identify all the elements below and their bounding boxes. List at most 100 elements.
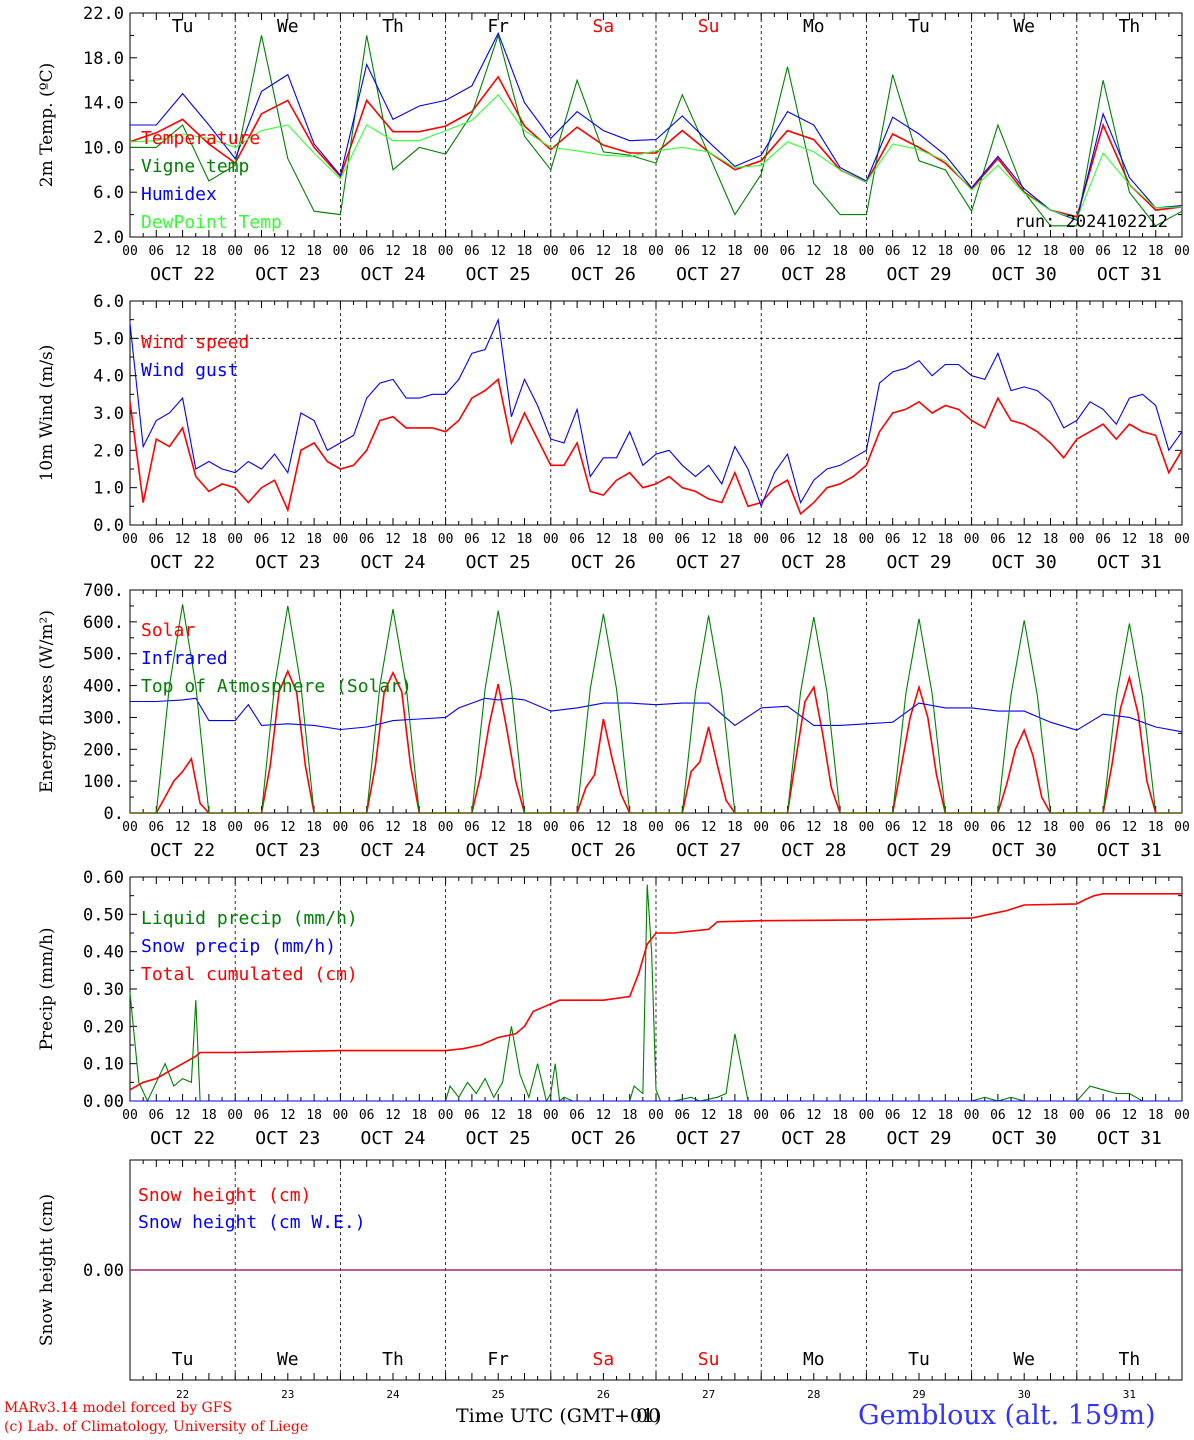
y-tick-label: 200. <box>83 740 124 760</box>
hour-label: 12 <box>1122 532 1138 547</box>
hour-label: 00 <box>227 532 243 547</box>
y-axis-label: Snow height (cm) <box>37 1194 57 1346</box>
day-number-bottom: 22 <box>176 1388 189 1401</box>
day-name-top: Tu <box>908 16 930 37</box>
hour-label: 18 <box>201 1108 217 1123</box>
y-axis-label: Precip (mm/h) <box>37 927 57 1050</box>
date-label: OCT 29 <box>886 1128 951 1149</box>
hour-label: 06 <box>359 1108 375 1123</box>
hour-label: 18 <box>411 1108 427 1123</box>
day-number-bottom: 25 <box>492 1388 505 1401</box>
hour-label: 00 <box>122 820 138 835</box>
hour-label: 06 <box>780 244 796 259</box>
hour-label: 06 <box>569 820 585 835</box>
series-line-1 <box>130 697 1183 733</box>
hour-label: 12 <box>701 1108 717 1123</box>
hour-label: 12 <box>1016 244 1032 259</box>
date-label: OCT 26 <box>571 552 636 573</box>
day-name-bottom: Th <box>382 1349 404 1370</box>
hour-label: 06 <box>1095 1108 1111 1123</box>
hour-label: 18 <box>1043 820 1059 835</box>
legend-entry: DewPoint Temp <box>141 212 282 233</box>
hour-label: 06 <box>569 532 585 547</box>
hour-label: 00 <box>753 1108 769 1123</box>
hour-label: 18 <box>411 820 427 835</box>
y-tick-label: 100. <box>83 772 124 792</box>
day-name-top: Mo <box>803 16 825 37</box>
location-label: Gembloux (alt. 159m) <box>858 1400 1156 1431</box>
series-line-1 <box>129 317 1183 508</box>
date-label: OCT 26 <box>571 264 636 285</box>
date-label: OCT 31 <box>1097 840 1162 861</box>
hour-label: 06 <box>569 1108 585 1123</box>
hour-label: 00 <box>964 532 980 547</box>
day-name-bottom: Tu <box>908 1349 930 1370</box>
hour-label: 00 <box>1069 532 1085 547</box>
hour-label: 12 <box>596 532 612 547</box>
hour-label: 12 <box>385 820 401 835</box>
legend-entry: Solar <box>141 620 195 641</box>
hour-label: 00 <box>859 820 875 835</box>
date-label: OCT 25 <box>466 840 531 861</box>
series-line-2 <box>130 31 1183 221</box>
y-tick-label: 0.10 <box>83 1055 124 1075</box>
y-tick-label: 5.0 <box>93 329 124 349</box>
hour-label: 18 <box>1148 1108 1164 1123</box>
y-tick-label: 6.0 <box>93 292 124 312</box>
hour-label: 18 <box>1148 244 1164 259</box>
hour-label: 12 <box>596 244 612 259</box>
hour-label: 18 <box>201 532 217 547</box>
hour-label: 00 <box>227 820 243 835</box>
hour-label: 18 <box>1148 532 1164 547</box>
y-tick-label: 3.0 <box>93 404 124 424</box>
day-name-bottom: Sa <box>593 1349 615 1370</box>
hour-label: 06 <box>990 1108 1006 1123</box>
hour-label: 12 <box>280 532 296 547</box>
day-name-top: Th <box>1119 16 1141 37</box>
hour-label: 18 <box>937 820 953 835</box>
date-label: OCT 31 <box>1097 264 1162 285</box>
hour-label: 12 <box>1016 532 1032 547</box>
day-name-bottom: Su <box>698 1349 720 1370</box>
legend-entry: Liquid precip (mm/h) <box>141 908 358 929</box>
hour-label: 12 <box>701 244 717 259</box>
y-tick-label: 2.0 <box>93 228 124 248</box>
hour-label: 00 <box>543 244 559 259</box>
hour-label: 18 <box>622 244 638 259</box>
y-tick-label: 0.40 <box>83 943 124 963</box>
hour-label: 12 <box>596 820 612 835</box>
hour-label: 00 <box>753 244 769 259</box>
legend-entry: Humidex <box>141 184 217 205</box>
hour-label: 06 <box>148 532 164 547</box>
hour-label: 12 <box>385 244 401 259</box>
y-tick-label: 18.0 <box>83 49 124 69</box>
date-label: OCT 28 <box>781 1128 846 1149</box>
day-name-bottom: Fr <box>487 1349 509 1370</box>
date-label: OCT 30 <box>992 840 1057 861</box>
date-label: OCT 23 <box>255 840 320 861</box>
day-number-bottom: 23 <box>281 1388 294 1401</box>
hour-label: 12 <box>1122 244 1138 259</box>
date-label: OCT 31 <box>1097 552 1162 573</box>
hour-label: 18 <box>1148 820 1164 835</box>
hour-label: 06 <box>148 820 164 835</box>
hour-label: 00 <box>543 1108 559 1123</box>
hour-label: 12 <box>911 820 927 835</box>
series-line-0 <box>129 75 1183 218</box>
hour-label: 18 <box>306 1108 322 1123</box>
hour-label: 18 <box>832 1108 848 1123</box>
hour-label: 06 <box>359 244 375 259</box>
hour-label: 18 <box>517 244 533 259</box>
hour-label: 12 <box>806 532 822 547</box>
y-tick-label: 700. <box>83 581 124 601</box>
hour-label: 06 <box>990 244 1006 259</box>
hour-label: 00 <box>333 820 349 835</box>
y-axis-label: Energy fluxes (W/m²) <box>37 610 57 793</box>
hour-label: 12 <box>701 532 717 547</box>
hour-label: 06 <box>674 244 690 259</box>
y-tick-label: 10.0 <box>83 138 124 158</box>
hour-label: 18 <box>727 1108 743 1123</box>
hour-label: 12 <box>806 1108 822 1123</box>
hour-label: 06 <box>464 244 480 259</box>
y-tick-label: 400. <box>83 677 124 697</box>
